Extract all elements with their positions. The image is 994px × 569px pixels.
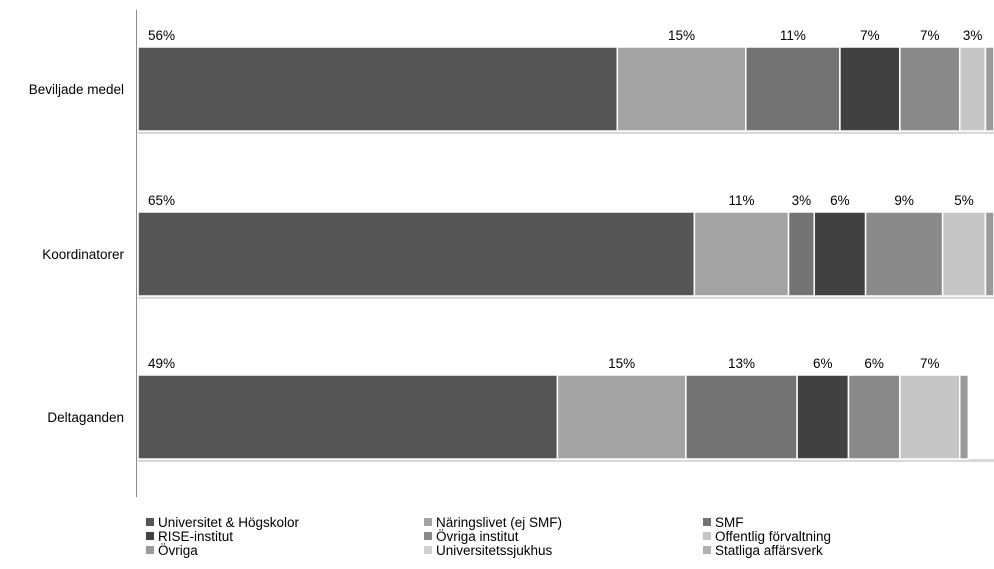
bar-segment-2-1: [556, 374, 687, 460]
data-label-1-5: 5%: [954, 193, 974, 208]
legend-label-3: RISE-institut: [158, 529, 234, 544]
bar-segment-1-0: [137, 211, 696, 297]
data-label-2-1: 15%: [608, 356, 635, 371]
data-label-1-1: 11%: [728, 193, 754, 208]
legend-item-1: Näringslivet (ej SMF): [424, 516, 562, 529]
bar-segment-1-2: [787, 211, 815, 297]
bar-segment-0-1: [616, 46, 747, 132]
legend-swatch-0: [146, 518, 154, 526]
legend-item-2: SMF: [703, 516, 744, 529]
legend-label-4: Övriga institut: [436, 529, 519, 544]
legend-label-6: Övriga: [158, 543, 198, 558]
bar-segment-0-4: [899, 46, 961, 132]
legend-label-5: Offentlig förvaltning: [715, 529, 832, 544]
legend-item-7: Universitetssjukhus: [424, 544, 552, 557]
data-label-0-1: 15%: [668, 28, 695, 43]
data-label-1-0: 65%: [148, 193, 175, 208]
category-label-1: Koordinatorer: [42, 247, 124, 262]
legend-label-1: Näringslivet (ej SMF): [436, 515, 563, 530]
data-label-2-5: 7%: [920, 356, 940, 371]
bar-segment-0-0: [137, 46, 619, 132]
legend-label-7: Universitetssjukhus: [436, 543, 553, 558]
data-label-0-0: 56%: [148, 28, 175, 43]
data-label-1-4: 9%: [894, 193, 914, 208]
legend-label-2: SMF: [715, 515, 744, 530]
bar-segment-2-2: [685, 374, 798, 460]
legend-item-4: Övriga institut: [424, 530, 519, 543]
legend-swatch-3: [146, 532, 154, 540]
legend-item-0: Universitet & Högskolor: [146, 516, 299, 529]
data-label-0-2: 11%: [780, 28, 806, 43]
legend-label-0: Universitet & Högskolor: [158, 515, 300, 530]
bar-segment-1-5: [941, 211, 987, 297]
legend-item-8: Statliga affärsverk: [703, 544, 823, 557]
bar-segment-0-3: [839, 46, 901, 132]
bar-shadow-0: [138, 131, 994, 134]
legend-swatch-6: [146, 546, 154, 554]
bar-segment-0-5: [959, 46, 987, 132]
legend-swatch-4: [424, 532, 432, 540]
data-label-2-4: 6%: [864, 356, 884, 371]
bar-segment-0-2: [745, 46, 841, 132]
legend-swatch-5: [703, 532, 711, 540]
bar-shadow-2: [138, 459, 994, 462]
legend-item-6: Övriga: [146, 544, 198, 557]
category-label-2: Deltaganden: [47, 410, 124, 425]
bar-segment-2-4: [847, 374, 901, 460]
data-label-1-3: 6%: [830, 193, 850, 208]
legend-label-8: Statliga affärsverk: [715, 543, 823, 558]
data-label-2-2: 13%: [728, 356, 755, 371]
legend-item-5: Offentlig förvaltning: [703, 530, 831, 543]
legend-swatch-2: [703, 518, 711, 526]
data-label-0-3: 7%: [860, 28, 880, 43]
data-label-2-0: 49%: [148, 356, 175, 371]
data-label-0-4: 7%: [920, 28, 940, 43]
bar-segment-1-6: [984, 211, 994, 297]
bar-segment-2-6: [959, 374, 970, 460]
category-label-0: Beviljade medel: [29, 82, 124, 97]
bar-segment-2-3: [796, 374, 850, 460]
bar-shadow-1: [138, 296, 994, 299]
data-label-2-3: 6%: [813, 356, 833, 371]
legend-item-3: RISE-institut: [146, 530, 233, 543]
legend-swatch-8: [703, 546, 711, 554]
legend-swatch-7: [424, 546, 432, 554]
bar-segment-2-5: [899, 374, 961, 460]
legend-swatch-1: [424, 518, 432, 526]
bar-segment-0-6: [984, 46, 994, 132]
data-label-0-5: 3%: [963, 28, 983, 43]
data-label-1-2: 3%: [792, 193, 812, 208]
bar-segment-1-3: [813, 211, 867, 297]
bar-segment-2-0: [137, 374, 559, 460]
bar-segment-1-1: [693, 211, 790, 297]
bar-segment-1-4: [864, 211, 944, 297]
